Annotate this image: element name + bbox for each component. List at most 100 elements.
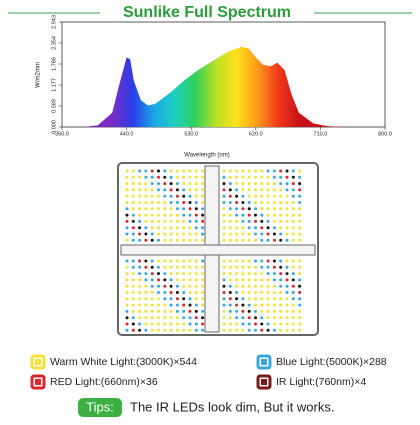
- led: [150, 291, 154, 294]
- led: [150, 238, 154, 242]
- led: [291, 194, 295, 198]
- led: [298, 213, 302, 217]
- led: [285, 238, 289, 242]
- led: [222, 309, 226, 313]
- led: [194, 259, 198, 263]
- led: [298, 328, 302, 332]
- led: [131, 265, 135, 269]
- led: [291, 169, 295, 173]
- led: [241, 201, 245, 204]
- led: [222, 316, 226, 320]
- led: [150, 309, 154, 313]
- led: [144, 322, 148, 326]
- led: [131, 259, 135, 263]
- led: [272, 309, 276, 313]
- led: [260, 278, 264, 282]
- led: [194, 207, 198, 211]
- led: [266, 169, 270, 173]
- led: [222, 213, 226, 217]
- led: [169, 297, 173, 301]
- led: [291, 175, 295, 179]
- led: [175, 316, 179, 320]
- led: [201, 278, 205, 282]
- led: [188, 297, 192, 301]
- led: [285, 219, 289, 223]
- led: [131, 219, 135, 223]
- led: [131, 322, 135, 326]
- led: [279, 213, 283, 217]
- led: [182, 309, 186, 313]
- led: [266, 328, 270, 332]
- led: [169, 316, 173, 320]
- led: [285, 201, 289, 204]
- led: [228, 207, 232, 211]
- led: [241, 175, 245, 179]
- led: [266, 265, 270, 269]
- led: [266, 322, 270, 326]
- led: [272, 238, 276, 242]
- led: [125, 265, 129, 269]
- legend-text: Blue Light:(5000K)×288: [276, 356, 387, 368]
- led: [175, 232, 179, 236]
- tips-badge: [78, 398, 122, 417]
- led: [228, 226, 232, 230]
- led: [228, 284, 232, 288]
- x-tick-label: 620.0: [249, 131, 263, 137]
- led-board: [117, 162, 319, 336]
- led: [163, 297, 167, 301]
- led: [279, 328, 283, 332]
- led: [138, 297, 142, 301]
- led: [182, 328, 186, 332]
- led: [291, 238, 295, 242]
- legend-text: RED Light:(660nm)×36: [50, 376, 158, 388]
- led: [188, 182, 192, 186]
- led: [266, 259, 270, 263]
- led: [254, 238, 257, 242]
- led: [228, 201, 232, 204]
- led: [285, 194, 289, 198]
- x-tick-label: 800.0: [378, 131, 392, 137]
- led: [228, 194, 232, 198]
- led: [175, 182, 179, 186]
- led: [241, 303, 245, 307]
- led: [260, 291, 264, 294]
- led: [228, 278, 232, 282]
- led: [201, 194, 205, 198]
- led: [279, 297, 283, 301]
- led: [241, 309, 245, 313]
- led: [194, 194, 198, 198]
- led: [254, 303, 257, 307]
- led: [272, 259, 276, 263]
- led: [188, 188, 192, 192]
- led: [241, 297, 245, 301]
- led: [125, 207, 129, 211]
- led: [188, 316, 192, 320]
- led: [144, 232, 148, 236]
- led: [201, 226, 205, 230]
- led: [298, 219, 302, 223]
- led: [138, 175, 142, 179]
- led: [182, 213, 186, 217]
- led: [272, 272, 276, 276]
- led: [150, 322, 154, 326]
- led: [144, 226, 148, 230]
- y-tick-label: 2.943: [51, 15, 57, 29]
- led: [144, 182, 148, 186]
- led: [201, 259, 205, 263]
- led: [241, 259, 245, 263]
- led: [279, 232, 283, 236]
- led: [279, 182, 283, 186]
- led: [144, 213, 148, 217]
- led: [201, 322, 205, 326]
- led: [247, 291, 251, 294]
- led: [182, 291, 186, 294]
- led: [169, 309, 173, 313]
- led: [285, 232, 289, 236]
- led: [175, 265, 179, 269]
- led: [169, 213, 173, 217]
- led: [266, 238, 270, 242]
- led: [169, 194, 173, 198]
- led: [291, 316, 295, 320]
- led: [138, 207, 142, 211]
